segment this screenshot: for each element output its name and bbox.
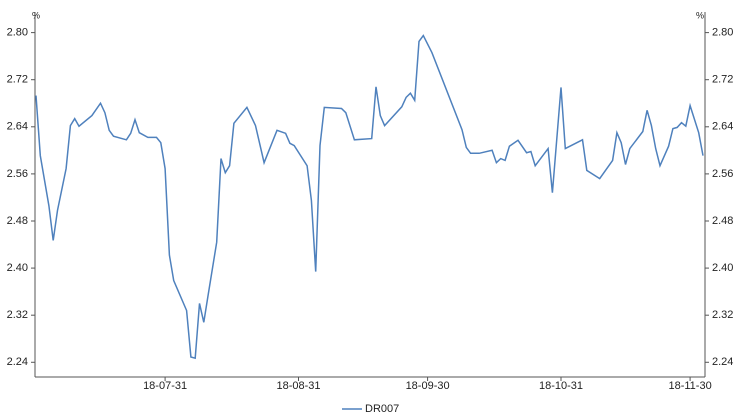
x-tick-label: 18-08-31 — [276, 380, 320, 392]
legend-label: DR007 — [365, 403, 399, 415]
y2-tick-label: 2.48 — [712, 215, 733, 227]
x-tick-label: 18-10-31 — [539, 380, 583, 392]
y2-tick-label: 2.64 — [712, 121, 733, 133]
y-unit: % — [32, 10, 40, 20]
y-tick-label: 2.80 — [7, 27, 28, 39]
x-tick-label: 18-07-31 — [143, 380, 187, 392]
y2-tick-label: 2.72 — [712, 74, 733, 86]
x-tick-label: 18-11-30 — [668, 380, 711, 392]
y-tick-label: 2.24 — [7, 356, 28, 368]
x-tick-label: 18-09-30 — [406, 380, 450, 392]
y-tick-label: 2.32 — [7, 309, 28, 321]
line-series — [35, 34, 704, 360]
y-tick-label: 2.48 — [7, 215, 28, 227]
y-tick-label: 2.56 — [7, 168, 28, 180]
y-tick-label: 2.72 — [7, 74, 28, 86]
y2-tick-label: 2.40 — [712, 262, 733, 274]
y2-tick-label: 2.56 — [712, 168, 733, 180]
y2-tick-label: 2.24 — [712, 356, 733, 368]
y2-tick-label: 2.32 — [712, 309, 733, 321]
y2-tick-label: 2.80 — [712, 27, 733, 39]
y2-unit: % — [696, 10, 704, 20]
y-tick-label: 2.64 — [7, 121, 28, 133]
y-tick-label: 2.40 — [7, 262, 28, 274]
